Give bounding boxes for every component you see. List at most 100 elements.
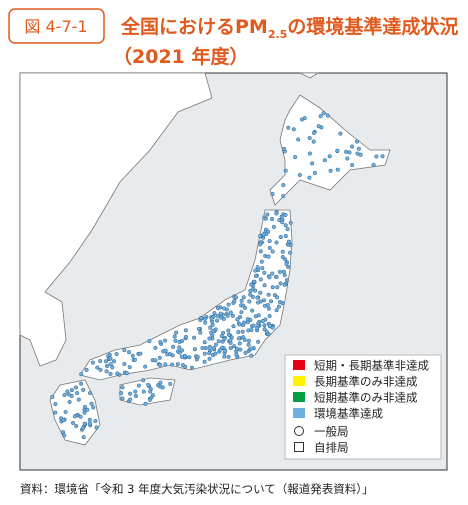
- station: [213, 342, 218, 347]
- station: [241, 295, 246, 300]
- station: [87, 421, 92, 426]
- station: [264, 329, 269, 334]
- station: [345, 156, 350, 161]
- station: [256, 300, 261, 305]
- station: [271, 224, 276, 229]
- station: [284, 261, 289, 267]
- station: [344, 149, 349, 154]
- station: [312, 170, 317, 175]
- station: [270, 285, 275, 290]
- station: [285, 227, 290, 232]
- station: [279, 214, 284, 219]
- station: [266, 254, 271, 259]
- station: [270, 191, 275, 197]
- station: [347, 150, 352, 155]
- title-after: の環境基準達成状況: [287, 15, 458, 38]
- station: [75, 391, 80, 396]
- station: [221, 316, 226, 321]
- station: [281, 269, 286, 274]
- station: [160, 385, 165, 390]
- station: [269, 216, 275, 222]
- station: [215, 318, 220, 323]
- station: [74, 423, 79, 429]
- station: [213, 351, 218, 356]
- station: [277, 299, 282, 304]
- station: [133, 393, 138, 399]
- station: [126, 350, 132, 355]
- station: [274, 274, 279, 280]
- station: [296, 137, 301, 142]
- station: [226, 302, 231, 307]
- station: [258, 242, 263, 247]
- station: [120, 385, 125, 390]
- station: [262, 323, 267, 328]
- station: [95, 365, 100, 370]
- station: [260, 318, 265, 324]
- station: [237, 322, 242, 327]
- station: [281, 183, 286, 188]
- station: [293, 155, 298, 160]
- station: [258, 233, 263, 239]
- station: [171, 344, 176, 349]
- station: [307, 151, 312, 156]
- label-box: [8, 8, 105, 44]
- station: [283, 212, 288, 218]
- station: [128, 397, 133, 402]
- station: [199, 315, 204, 320]
- station: [53, 410, 58, 415]
- legend-swatch: [293, 360, 305, 370]
- station: [225, 313, 230, 318]
- station: [91, 405, 96, 410]
- station: [250, 308, 255, 313]
- station: [69, 388, 74, 393]
- station: [98, 367, 103, 372]
- station: [200, 345, 205, 351]
- station: [62, 392, 67, 398]
- station: [180, 363, 185, 368]
- station: [328, 168, 333, 173]
- station: [202, 340, 207, 345]
- station: [354, 139, 360, 144]
- station: [84, 367, 89, 372]
- station: [81, 426, 86, 431]
- station: [81, 387, 86, 392]
- station: [266, 292, 271, 297]
- station: [175, 362, 180, 367]
- figure-label: 図 4-7-1: [24, 17, 87, 36]
- station: [310, 161, 315, 166]
- station: [203, 316, 208, 321]
- station: [238, 347, 243, 352]
- station: [242, 305, 248, 310]
- station: [278, 281, 283, 286]
- station: [288, 220, 293, 225]
- station: [280, 249, 285, 254]
- station: [249, 353, 254, 358]
- station: [216, 339, 221, 344]
- station: [276, 304, 281, 309]
- station: [274, 240, 279, 245]
- station: [163, 348, 168, 353]
- legend-box: [284, 354, 442, 460]
- station: [179, 338, 185, 344]
- station: [253, 314, 258, 319]
- legend-label: 短期・長期基準非達成: [314, 359, 429, 373]
- station: [286, 239, 292, 244]
- station: [104, 363, 110, 369]
- station: [338, 131, 343, 136]
- station: [262, 283, 267, 288]
- station: [212, 311, 217, 316]
- station: [253, 273, 259, 278]
- station: [110, 365, 115, 370]
- station: [82, 421, 87, 426]
- station: [141, 389, 146, 394]
- station: [192, 347, 197, 352]
- mainland: [19, 72, 213, 367]
- station: [226, 328, 231, 333]
- station: [236, 336, 241, 341]
- station: [251, 323, 256, 328]
- station: [158, 362, 163, 367]
- station: [133, 389, 138, 394]
- station: [288, 250, 293, 255]
- station: [322, 158, 327, 163]
- kyushu: [49, 379, 101, 446]
